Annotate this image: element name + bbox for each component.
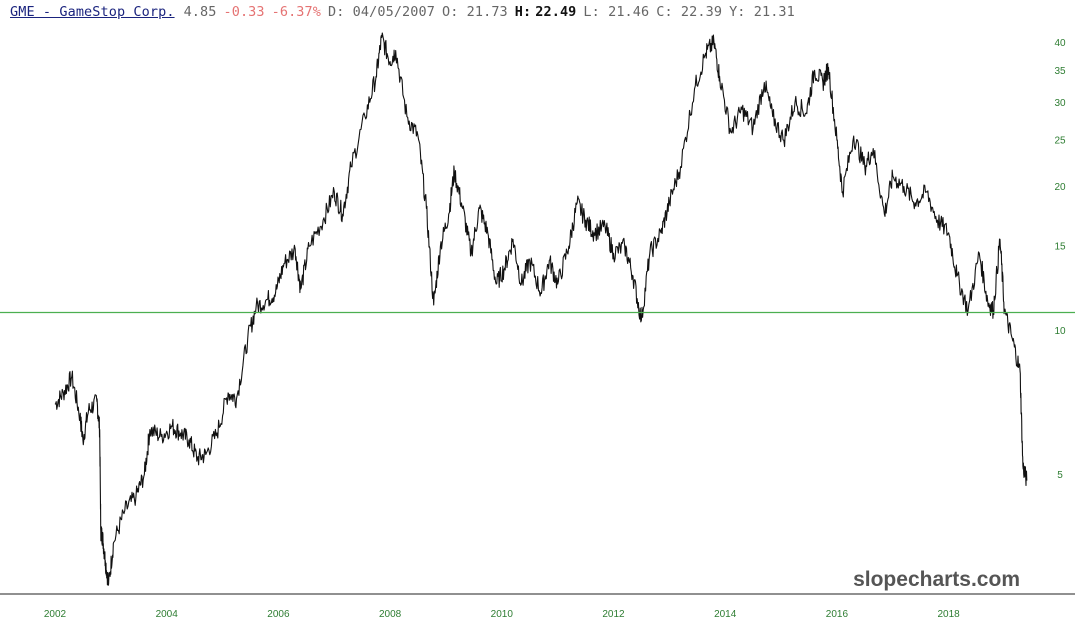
price-change: -0.33 [223, 4, 265, 20]
watermark: slopecharts.com [853, 568, 1020, 591]
open-readout: O: 21.73 [441, 4, 508, 20]
x-tick-label: 2012 [602, 609, 625, 620]
y-tick-label: 10 [1054, 326, 1066, 337]
x-tick-label: 2010 [491, 609, 514, 620]
y-axis-ticks: 5 10 15 20 25 30 35 40 [1054, 38, 1066, 481]
date-readout: D: 04/05/2007 [328, 4, 435, 20]
x-axis-ticks: 2002 2004 2006 2008 2010 2012 2014 2016 2018 [44, 609, 960, 620]
x-tick-label: 2006 [267, 609, 290, 620]
y-tick-label: 30 [1054, 98, 1066, 109]
price-change-percent: -6.37% [271, 4, 321, 20]
y-tick-label: 35 [1054, 66, 1066, 77]
y-tick-label: 15 [1054, 242, 1066, 253]
last-price: 4.85 [183, 4, 217, 20]
x-tick-label: 2008 [379, 609, 402, 620]
y-tick-label: 25 [1054, 136, 1066, 147]
x-tick-label: 2018 [937, 609, 960, 620]
x-tick-label: 2016 [826, 609, 849, 620]
ticker-link[interactable]: GME - GameStop Corp. [10, 4, 175, 20]
price-series-line [54, 32, 1028, 586]
price-series-layer [54, 32, 1028, 586]
high-value: 22.49 [535, 4, 577, 20]
y-tick-label: 20 [1054, 182, 1066, 193]
y-readout: Y: 21.31 [729, 4, 795, 20]
y-tick-label: 5 [1057, 470, 1063, 481]
x-tick-label: 2002 [44, 609, 67, 620]
x-tick-label: 2014 [714, 609, 737, 620]
y-tick-label: 40 [1054, 38, 1066, 49]
low-readout: L: 21.46 [583, 4, 650, 20]
high-label: H: [514, 4, 532, 20]
close-readout: C: 22.39 [656, 4, 723, 20]
x-tick-label: 2004 [156, 609, 179, 620]
quote-header: GME - GameStop Corp. 4.85 -0.33 -6.37% D: 04… [10, 4, 802, 24]
